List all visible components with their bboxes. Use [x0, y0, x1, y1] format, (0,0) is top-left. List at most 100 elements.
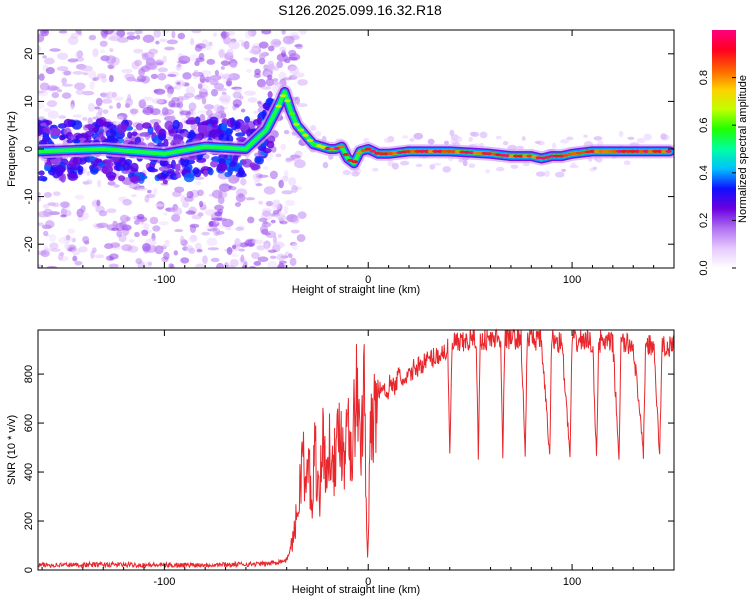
- spectrogram-noise-cell: [643, 133, 652, 141]
- spectrogram-noise-cell: [43, 230, 49, 237]
- spectrogram-band-cell: [208, 132, 219, 138]
- spectrogram-noise-cell: [40, 249, 50, 258]
- spectrogram-noise-cell: [58, 115, 67, 119]
- spectrogram-ridge-peak: [553, 154, 560, 158]
- spectrogram-noise-cell: [155, 61, 164, 66]
- spectrogram-noise-cell: [281, 175, 289, 182]
- spectrogram-noise-cell: [270, 219, 276, 224]
- spectrogram-noise-cell: [636, 137, 646, 144]
- spectrogram-band-cell: [127, 131, 133, 139]
- spectrogram-band-cell: [183, 172, 195, 183]
- spectrogram-noise-cell: [210, 88, 219, 97]
- spectrogram-noise-cell: [156, 89, 161, 93]
- spectrogram-noise-cell: [453, 135, 463, 143]
- spectrogram-noise-cell: [468, 136, 473, 142]
- spectrogram-noise-cell: [175, 64, 182, 71]
- spectrogram-noise-cell: [502, 140, 509, 146]
- spectrogram-band-cell: [197, 124, 208, 134]
- spectrogram-noise-cell: [186, 191, 194, 199]
- spectrogram-noise-cell: [258, 200, 264, 205]
- spectrogram-noise-cell: [310, 125, 317, 132]
- spectrogram-ridge-peak: [369, 149, 376, 153]
- spectrogram-noise-cell: [49, 48, 61, 52]
- spectrogram-noise-cell: [163, 212, 168, 216]
- spectrogram-noise-cell: [38, 45, 41, 53]
- spectrogram-x-axis-label: Height of straight line (km): [292, 284, 420, 296]
- spectrogram-noise-cell: [47, 110, 59, 119]
- spectrogram-noise-cell: [284, 58, 291, 64]
- spectrogram-ridge-peak: [629, 149, 637, 153]
- spectrogram-noise-cell: [259, 225, 269, 234]
- spectrogram-noise-cell: [257, 174, 269, 178]
- spectrogram-noise-cell: [61, 92, 72, 99]
- spectrogram-noise-cell: [154, 203, 164, 207]
- spectrogram-noise-cell: [166, 39, 179, 45]
- spectrogram-noise-cell: [113, 96, 124, 101]
- spectrogram-band-cell: [164, 120, 174, 131]
- spectrogram-noise-cell: [294, 159, 306, 169]
- spectrogram-noise-cell: [254, 68, 261, 76]
- spectrogram-noise-cell: [277, 234, 282, 239]
- spectrogram-band-cell: [117, 175, 126, 182]
- spectrogram-band-cell: [107, 174, 116, 181]
- spectrogram-ridge-peak: [338, 145, 345, 149]
- spectrogram-noise-cell: [212, 32, 218, 37]
- spectrogram-noise-cell: [363, 137, 370, 144]
- spectrogram-band-cell: [175, 129, 185, 134]
- spectrogram-band-cell: [232, 154, 239, 165]
- spectrogram-noise-cell: [82, 212, 89, 220]
- spectrogram-ridge-peak: [508, 154, 515, 158]
- spectrogram-noise-cell: [248, 50, 255, 54]
- spectrogram-noise-cell: [186, 94, 194, 98]
- spectrogram-band-cell: [135, 123, 144, 131]
- spectrogram-noise-cell: [101, 98, 113, 104]
- spectrogram-noise-cell: [150, 73, 158, 80]
- spectrogram-noise-cell: [415, 163, 423, 168]
- snr-x-ticks: -100 0 100: [41, 330, 655, 588]
- spectrogram-noise-cell: [283, 205, 289, 215]
- spectrogram-noise-cell: [188, 109, 197, 118]
- spectrogram-noise-cell: [99, 40, 108, 47]
- y-tick-label: 0: [23, 146, 35, 152]
- spectrogram-y-axis-label: Frequency (Hz): [6, 111, 18, 187]
- spectrogram-noise-cell: [244, 90, 256, 96]
- spectrogram-noise-cell: [272, 199, 281, 208]
- spectrogram-noise-cell: [134, 231, 140, 238]
- spectrogram-noise-cell: [277, 215, 287, 222]
- spectrogram-noise-cell: [80, 65, 93, 72]
- spectrogram-noise-cell: [108, 74, 114, 83]
- spectrogram-band-cell: [41, 177, 48, 182]
- spectrogram-noise-cell: [86, 171, 91, 176]
- spectrogram-ridge-peak: [293, 122, 300, 126]
- spectrogram-noise-cell: [164, 46, 175, 51]
- spectrogram-noise-cell: [196, 189, 204, 197]
- spectrogram-ridge-peak: [279, 94, 287, 98]
- spectrogram-noise-cell: [273, 241, 285, 249]
- spectrogram-noise-cell: [218, 183, 231, 192]
- spectrogram-noise-cell: [190, 37, 195, 46]
- spectrogram-noise-cell: [234, 88, 243, 93]
- spectrogram-band-cell: [244, 116, 251, 123]
- spectrogram-noise-cell: [112, 121, 117, 125]
- spectrogram-noise-cell: [124, 73, 135, 80]
- spectrogram-noise-cell: [279, 46, 287, 53]
- spectrogram-noise-cell: [237, 193, 244, 199]
- spectrogram-noise-cell: [291, 217, 300, 224]
- spectrogram-noise-cell: [213, 204, 224, 211]
- spectrogram-noise-cell: [46, 265, 58, 268]
- spectrogram-ridge-peak: [620, 149, 628, 153]
- spectrogram-noise-cell: [81, 117, 88, 121]
- spectrogram-noise-cell: [249, 57, 258, 63]
- spectrogram-noise-cell: [152, 225, 161, 232]
- spectrogram-noise-cell: [185, 86, 196, 95]
- spectrogram-band-cell: [187, 131, 197, 141]
- spectrogram-noise-cell: [97, 179, 102, 188]
- spectrogram-noise-cell: [297, 211, 307, 219]
- spectrogram-noise-cell: [257, 256, 269, 263]
- spectrogram-band-cell: [209, 116, 219, 125]
- spectrogram-band-cell: [130, 174, 140, 184]
- spectrogram-noise-cell: [170, 102, 181, 108]
- spectrogram-noise-cell: [191, 214, 202, 220]
- spectrogram-noise-cell: [226, 48, 234, 57]
- spectrogram-band-cell: [121, 123, 128, 130]
